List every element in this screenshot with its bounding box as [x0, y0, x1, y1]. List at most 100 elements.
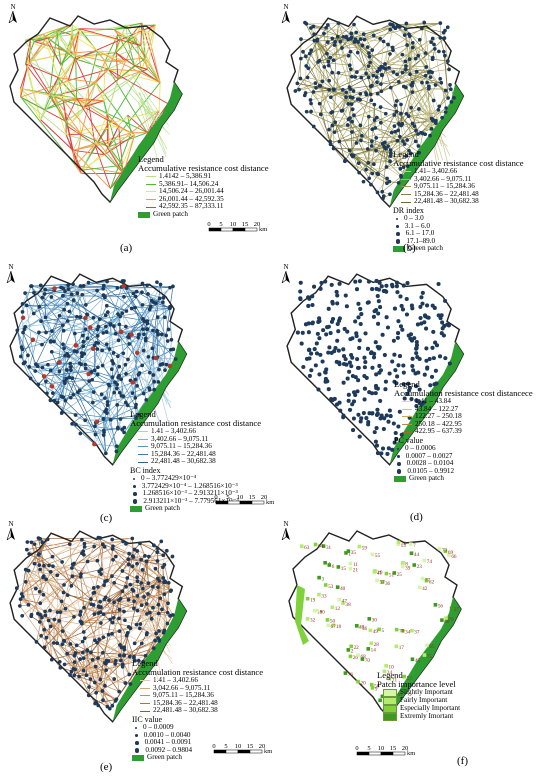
patch-number-label: 33 [321, 593, 327, 599]
patch-node [167, 306, 172, 311]
patch-node [37, 620, 42, 624]
patch-node [360, 43, 365, 48]
patch-node [102, 545, 107, 549]
patch-node [333, 345, 338, 351]
patch-number-label: 50 [330, 619, 336, 625]
patch-node [378, 305, 383, 310]
patch-node [310, 294, 315, 299]
patch-node [298, 296, 303, 301]
patch-node [100, 689, 105, 693]
legend-item-text: 17.1–89.0 [406, 236, 436, 245]
patch-node [122, 294, 126, 299]
corridor-line [348, 119, 369, 163]
corridor-line [34, 35, 57, 42]
patch-node [77, 361, 82, 366]
patch-node [110, 620, 115, 625]
patch-node [93, 432, 98, 437]
corridor-line [20, 88, 77, 99]
corridor-line [121, 635, 127, 648]
patch-node [41, 592, 46, 597]
patch-node [420, 80, 424, 85]
map-e [9, 530, 188, 723]
patch-node [41, 574, 46, 578]
patch-node [327, 345, 332, 350]
patch-node [133, 405, 138, 410]
corridor-line [113, 29, 119, 35]
corridor-line [62, 411, 121, 420]
patch-number-label: 56 [438, 604, 444, 610]
patch-node [376, 321, 381, 326]
corridor-line [126, 635, 130, 675]
patch-node [162, 592, 167, 597]
patch-marker [330, 605, 335, 610]
patch-node [439, 313, 444, 318]
corridor-line [115, 39, 129, 53]
corridor-line [164, 564, 171, 592]
north-arrow: N [4, 521, 18, 542]
patch-node [65, 301, 70, 306]
patch-node [424, 326, 429, 331]
corridor-line [46, 578, 65, 586]
corridor-line [71, 34, 77, 60]
patch-node [430, 303, 435, 308]
patch-node [399, 111, 403, 116]
legend-title: Legend [132, 658, 158, 668]
patch-node [425, 366, 430, 371]
patch-node [400, 52, 405, 57]
corridor-line [57, 58, 76, 78]
patch-node [349, 74, 354, 79]
legend-index-title: PC value [394, 435, 424, 445]
north-label: N [10, 3, 16, 11]
corridor-line [125, 24, 146, 59]
patch-number-label: 31 [326, 545, 332, 551]
corridor-line [31, 283, 74, 287]
patch-marker [440, 618, 444, 622]
patch-node [394, 436, 399, 441]
corridor-line [87, 314, 107, 333]
patch-node [447, 361, 452, 366]
patch-node [393, 103, 398, 108]
corridor-line [357, 41, 369, 78]
corridor-line [332, 125, 373, 130]
patch-node [115, 286, 120, 290]
legend-item-text: 1.41 – 3,402.66 [151, 427, 196, 435]
patch-marker [323, 560, 327, 565]
corridor-line [412, 66, 427, 83]
corridor-line [79, 658, 116, 702]
legend-line-swatch [146, 199, 156, 201]
patch-node [58, 610, 63, 614]
patch-node [378, 105, 383, 109]
corridor-line [67, 126, 74, 151]
patch-node [165, 610, 170, 615]
corridor-line [103, 285, 132, 309]
scale-tick-label: 0 [355, 745, 358, 752]
corridor-line [390, 37, 445, 88]
scale-bar: 0 5 10 15 20 km [212, 741, 276, 757]
legend-index-item: 0.0092 – 0.9804 [132, 746, 263, 755]
patch-number-label: 15 [341, 566, 347, 572]
corridor-line [104, 154, 124, 174]
patch-node [383, 379, 388, 384]
patch-node [50, 554, 55, 559]
patch-node [428, 75, 433, 80]
legend: Legend Accumulation resistance cost dista… [394, 380, 533, 483]
patch-node [21, 361, 26, 366]
patch-node [110, 631, 114, 636]
corridor-line [387, 131, 396, 147]
patch-node [351, 416, 356, 421]
patch-node [392, 124, 397, 128]
corridor-line [41, 316, 77, 322]
patch-node [324, 332, 329, 337]
patch-node [414, 384, 419, 389]
patch-node [346, 398, 351, 403]
corridor-line [95, 342, 103, 366]
patch-node-high [90, 346, 96, 352]
patch-node [418, 304, 423, 309]
corridor-line [67, 317, 86, 322]
patch-node [402, 396, 407, 401]
legend-index-item: 0.0007 – 0.0027 [394, 452, 533, 461]
patch-node [155, 315, 160, 319]
patch-node [57, 619, 62, 623]
patch-node [104, 342, 109, 347]
corridor-line [368, 150, 410, 164]
